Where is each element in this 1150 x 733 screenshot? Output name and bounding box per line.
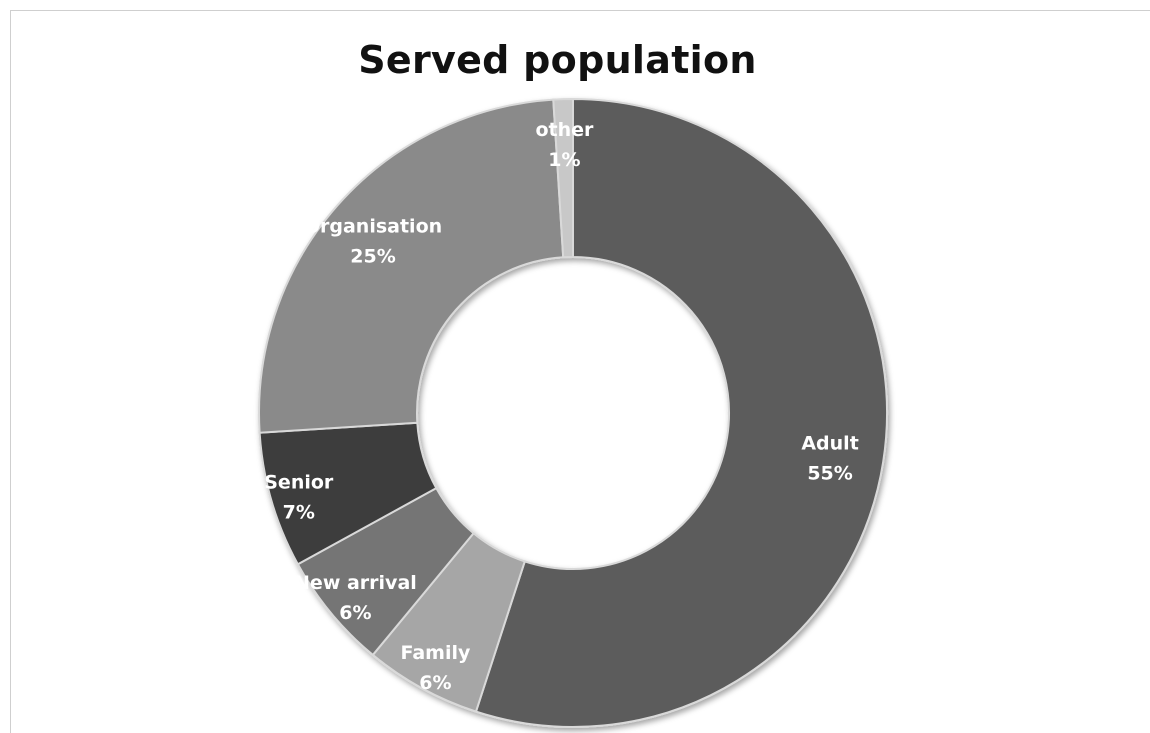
data-label-family: Family 6% bbox=[400, 642, 471, 694]
data-label-value: 7% bbox=[283, 502, 315, 524]
data-label-value: 6% bbox=[419, 672, 451, 694]
chart-title: Served population bbox=[358, 38, 757, 82]
slice-organisation bbox=[258, 98, 565, 434]
data-label-value: 25% bbox=[350, 246, 395, 268]
labels-group: Adult 55% Family 6% New arrival 6% Senior 7% Org… bbox=[264, 119, 859, 694]
data-label-other: other 1% bbox=[535, 119, 594, 171]
data-label-organisation: Organisation 25% bbox=[304, 216, 442, 268]
data-label-adult: Adult 55% bbox=[801, 433, 858, 485]
slice-other bbox=[552, 97, 574, 259]
data-label-value: 55% bbox=[807, 463, 852, 485]
data-label-category: Family bbox=[400, 642, 471, 664]
data-label-value: 6% bbox=[339, 602, 371, 624]
data-label-senior: Senior 7% bbox=[264, 472, 334, 524]
data-label-category: Adult bbox=[801, 433, 858, 455]
data-label-category: Organisation bbox=[304, 216, 442, 238]
data-label-category: other bbox=[535, 119, 594, 141]
data-label-category: New arrival bbox=[294, 572, 417, 594]
data-label-new-arrival: New arrival 6% bbox=[294, 572, 417, 624]
slice-adult bbox=[474, 97, 888, 728]
data-label-category: Senior bbox=[264, 472, 334, 494]
data-label-value: 1% bbox=[548, 149, 580, 171]
slices-group bbox=[258, 97, 888, 728]
